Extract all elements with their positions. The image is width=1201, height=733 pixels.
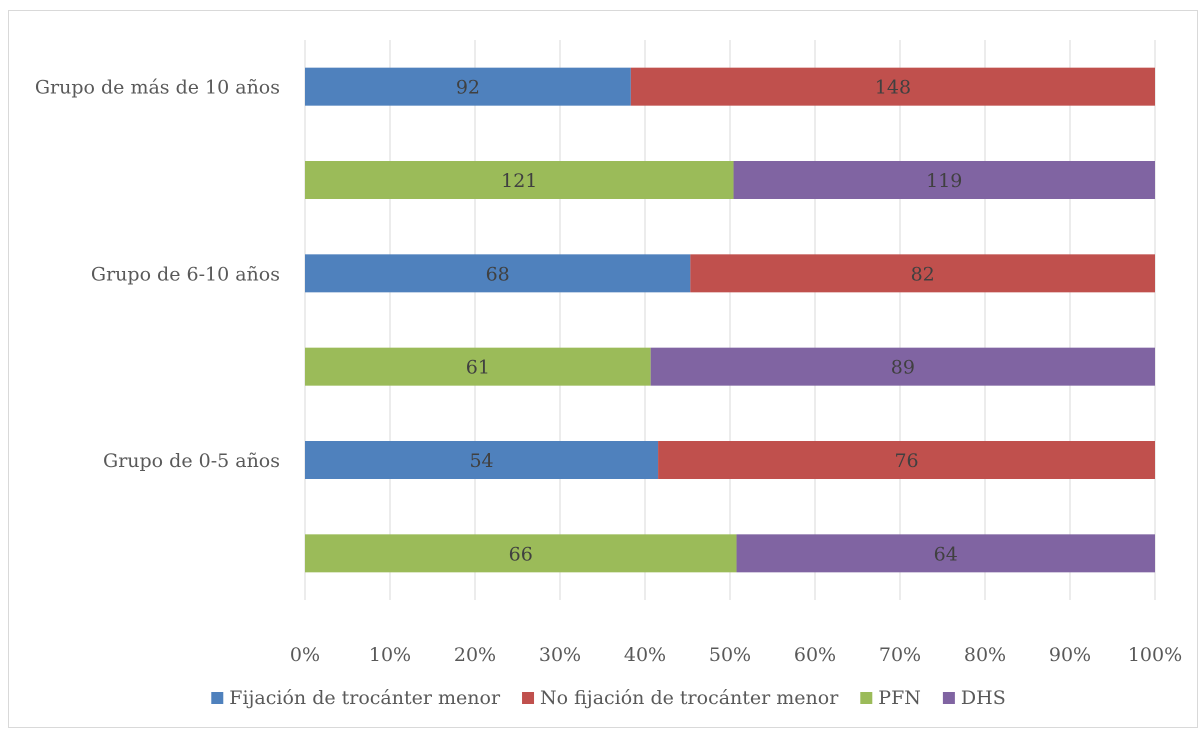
x-tick-label: 40% bbox=[624, 644, 666, 666]
legend-swatch bbox=[211, 692, 224, 704]
legend-swatch bbox=[942, 692, 955, 704]
x-tick-label: 90% bbox=[1049, 644, 1091, 666]
bar-segment bbox=[658, 441, 1155, 479]
bar-segment bbox=[733, 161, 1155, 199]
data-label: 54 bbox=[469, 450, 493, 472]
data-label: 89 bbox=[891, 357, 915, 379]
data-label: 68 bbox=[486, 263, 510, 285]
data-label: 92 bbox=[456, 77, 480, 99]
legend: Fijación de trocánter menor No fijación d… bbox=[211, 687, 1006, 709]
x-tick-label: 30% bbox=[539, 644, 581, 666]
category-label: Grupo de 6-10 años bbox=[91, 263, 280, 285]
data-label: 64 bbox=[934, 543, 958, 565]
category-label: Grupo de más de 10 años bbox=[35, 77, 280, 99]
x-axis-ticks: 0% 10% 20% 30% 40% 50% 60% 70% 80% 90% 100% bbox=[290, 644, 1182, 666]
legend-item: No fijación de trocánter menor bbox=[522, 687, 839, 709]
bar-segment bbox=[305, 441, 659, 479]
data-label: 61 bbox=[466, 357, 490, 379]
legend-swatch bbox=[860, 692, 873, 704]
legend-item: Fijación de trocánter menor bbox=[211, 687, 501, 709]
data-label: 148 bbox=[875, 77, 911, 99]
bar-segment bbox=[736, 534, 1155, 573]
bar-segment bbox=[650, 347, 1155, 386]
grid-lines bbox=[304, 40, 1156, 600]
bar-segment bbox=[305, 161, 734, 199]
x-tick-label: 20% bbox=[454, 644, 496, 666]
bar-segment bbox=[305, 254, 691, 293]
x-tick-label: 50% bbox=[709, 644, 751, 666]
x-tick-label: 60% bbox=[794, 644, 836, 666]
bar-segment bbox=[305, 534, 737, 573]
legend-item: DHS bbox=[942, 687, 1006, 709]
legend-swatch bbox=[522, 692, 535, 704]
legend-label: No fijación de trocánter menor bbox=[540, 687, 839, 709]
legend-label: PFN bbox=[878, 687, 921, 709]
bar-segment bbox=[690, 254, 1155, 293]
category-label: Grupo de 0-5 años bbox=[103, 450, 280, 472]
category-labels: Grupo de más de 10 años Grupo de 6-10 año… bbox=[35, 77, 280, 472]
data-label: 66 bbox=[509, 543, 533, 565]
legend-item: PFN bbox=[860, 687, 921, 709]
legend-label: DHS bbox=[961, 687, 1006, 709]
bar-segment bbox=[305, 347, 651, 386]
legend-label: Fijación de trocánter menor bbox=[229, 687, 501, 709]
data-label: 121 bbox=[501, 170, 537, 192]
x-tick-label: 0% bbox=[290, 644, 320, 666]
x-tick-label: 10% bbox=[369, 644, 411, 666]
bar-segment bbox=[630, 67, 1155, 106]
x-tick-label: 70% bbox=[879, 644, 921, 666]
bars: 92 148 121 119 68 82 61 89 54 76 66 64 bbox=[305, 67, 1155, 573]
data-label: 76 bbox=[894, 450, 918, 472]
bar-segment bbox=[305, 67, 631, 106]
data-label: 82 bbox=[911, 263, 935, 285]
x-tick-label: 80% bbox=[964, 644, 1006, 666]
x-tick-label: 100% bbox=[1128, 644, 1182, 666]
data-label: 119 bbox=[926, 170, 962, 192]
